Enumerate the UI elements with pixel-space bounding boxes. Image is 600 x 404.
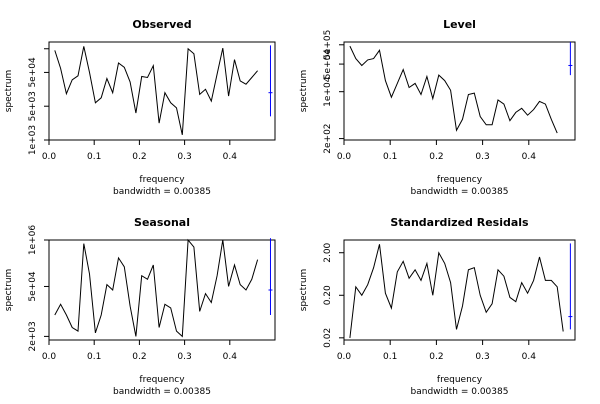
y-tick-label: 2e+02 [323, 123, 333, 153]
x-tick-label: 0.3 [177, 152, 191, 162]
x-tick-label: 0.0 [42, 352, 57, 362]
y-tick-label: 5e+04 [28, 271, 38, 302]
plot-frame [343, 41, 576, 141]
x-axis-label: frequency [437, 375, 483, 385]
x-tick-label: 0.4 [223, 152, 238, 162]
y-tick-label: 0.20 [323, 285, 333, 305]
y-tick-label: 2.00 [323, 242, 333, 262]
plot-frame [48, 41, 276, 141]
y-axis-label: spectrum [4, 269, 14, 312]
x-tick-label: 0.3 [475, 352, 489, 362]
x-tick-label: 0.0 [337, 152, 352, 162]
bandwidth-label: bandwidth = 0.00385 [113, 187, 211, 197]
x-tick-label: 0.4 [522, 352, 537, 362]
x-tick-label: 0.4 [522, 152, 537, 162]
panel-title: Observed [132, 18, 191, 31]
panel-title: Seasonal [134, 216, 190, 229]
y-tick-label: 1e+06 [28, 225, 38, 256]
bandwidth-label: bandwidth = 0.00385 [411, 387, 509, 397]
x-tick-label: 0.1 [87, 152, 101, 162]
x-tick-label: 0.3 [475, 152, 489, 162]
x-tick-label: 0.3 [177, 352, 191, 362]
y-tick-label: 2e+03 [28, 321, 38, 351]
panel-title: Level [443, 18, 476, 31]
spectrum-line [54, 46, 258, 136]
x-tick-label: 0.0 [42, 152, 57, 162]
y-tick-label: 5e+05 [323, 30, 333, 60]
y-axis-label: spectrum [4, 70, 14, 113]
plot-frame [48, 239, 276, 341]
x-axis-label: frequency [139, 175, 185, 185]
bandwidth-label: bandwidth = 0.00385 [411, 187, 509, 197]
y-tick-label: 5e+04 [28, 57, 38, 88]
y-axis-label: spectrum [299, 269, 309, 312]
panel-title: Standardized Residals [390, 216, 529, 229]
x-axis-label: frequency [139, 375, 185, 385]
y-tick-label: 1e+03 [28, 125, 38, 155]
spectrum-line [349, 244, 564, 338]
spectrum-line [349, 45, 558, 134]
x-axis-label: frequency [437, 175, 483, 185]
x-tick-label: 0.1 [383, 152, 397, 162]
x-tick-label: 0.2 [429, 152, 443, 162]
y-tick-label: 5e+04 [323, 49, 333, 80]
x-tick-label: 0.2 [429, 352, 443, 362]
y-tick-label: 1e+04 [323, 76, 333, 107]
x-tick-label: 0.2 [132, 152, 146, 162]
x-tick-label: 0.2 [132, 352, 146, 362]
y-tick-label: 0.02 [323, 328, 333, 348]
bandwidth-label: bandwidth = 0.00385 [113, 387, 211, 397]
x-tick-label: 0.1 [87, 352, 101, 362]
x-tick-label: 0.1 [383, 352, 397, 362]
x-tick-label: 0.4 [223, 352, 238, 362]
spectrum-line [54, 238, 259, 338]
y-tick-label: 5e+03 [28, 91, 38, 121]
x-tick-label: 0.0 [337, 352, 352, 362]
plot-frame [343, 239, 576, 341]
y-axis-label: spectrum [299, 70, 309, 113]
